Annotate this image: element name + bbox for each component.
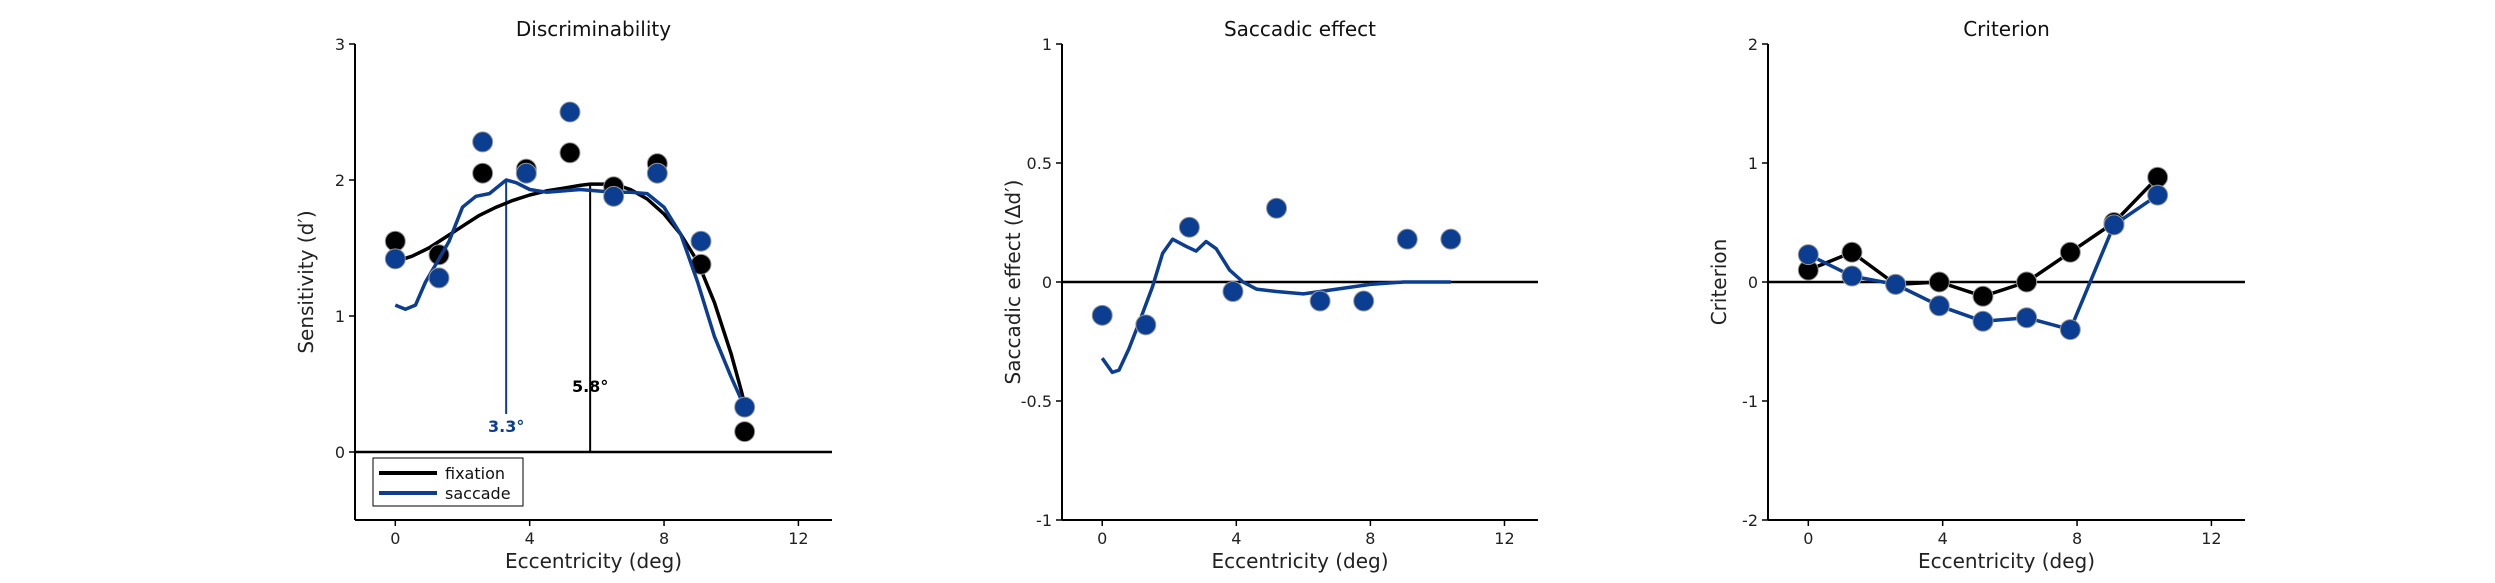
chart-2-saccade-point <box>1885 273 1907 295</box>
chart-2-y-tick-label: 0 <box>1748 273 1758 292</box>
chart-0-x-tick-label: 8 <box>659 529 669 548</box>
chart-0-title: Discriminability <box>516 17 671 41</box>
chart-2-x-tick-label: 12 <box>2201 529 2221 548</box>
chart-1-saccade-point <box>1309 290 1331 312</box>
chart-2-y-tick-label: 2 <box>1748 35 1758 54</box>
chart-0-y-tick-label: 3 <box>335 35 345 54</box>
chart-0-y-tick-label: 1 <box>335 307 345 326</box>
chart-0-legend-box <box>372 457 524 507</box>
chart-0-annotation-label: 5.8° <box>572 377 608 396</box>
chart-1-saccade-point <box>1091 304 1113 326</box>
chart-1-y-tick-label: -0.5 <box>1021 392 1052 411</box>
chart-1-saccade-point <box>1135 314 1157 336</box>
chart-1-saccade-point <box>1222 281 1244 303</box>
chart-2-saccade-point <box>2147 184 2169 206</box>
chart-2-x-tick-label: 4 <box>1938 529 1948 548</box>
chart-2-saccade-point <box>1972 310 1994 332</box>
chart-2-x-tick-label: 8 <box>2072 529 2082 548</box>
chart-2-saccade-line <box>1807 193 2159 332</box>
chart-2-x-label: Eccentricity (deg) <box>1918 549 2095 573</box>
chart-0-saccade-fit-curve <box>394 178 747 408</box>
chart-0-annotation-label: 3.3° <box>488 417 524 436</box>
chart-0-saccade-point <box>384 248 406 270</box>
chart-0-saccade-point <box>734 396 756 418</box>
chart-0-saccade-point <box>515 162 537 184</box>
chart-0-y-label: Sensitivity (d′) <box>294 210 318 353</box>
chart-2-title: Criterion <box>1963 17 2050 41</box>
chart-2-fixation-point <box>2059 241 2081 263</box>
chart-0-saccade-point <box>559 101 581 123</box>
chart-0-saccade-point <box>428 267 450 289</box>
chart-2-y-tick-label: -1 <box>1742 392 1758 411</box>
chart-2-saccade-point <box>2016 307 2038 329</box>
chart-0-fixation-point <box>559 142 581 164</box>
chart-0-saccade-point <box>646 162 668 184</box>
chart-0-fixation-point <box>472 162 494 184</box>
chart-2-x-tick-label: 0 <box>1803 529 1813 548</box>
chart-2-saccade-point <box>1841 265 1863 287</box>
chart-0-x-tick-label: 0 <box>390 529 400 548</box>
chart-1-x-tick-label: 12 <box>1494 529 1514 548</box>
panel-saccadic-effect: Saccadic effect 0 4 8 12 -1 -0.5 0 0.5 1 Eccentric… <box>1001 17 1538 573</box>
chart-0-saccade-point <box>472 131 494 153</box>
chart-2-y-tick-label: -2 <box>1742 511 1758 530</box>
chart-2-fixation-point <box>2147 166 2169 188</box>
chart-0-fixation-fit-curve <box>394 182 747 405</box>
chart-0-x-label: Eccentricity (deg) <box>505 549 682 573</box>
chart-0-fixation-point <box>734 421 756 443</box>
chart-1-y-tick-label: 1 <box>1042 35 1052 54</box>
chart-0-saccade-point <box>603 185 625 207</box>
chart-0-y-tick-label: 0 <box>335 443 345 462</box>
chart-0-saccade-point <box>690 230 712 252</box>
chart-1-x-tick-label: 4 <box>1231 529 1241 548</box>
chart-0-legend-label-saccade: saccade <box>445 484 511 503</box>
chart-1-saccade-point <box>1353 290 1375 312</box>
chart-0-x-tick-label: 12 <box>788 529 808 548</box>
chart-2-y-tick-label: 1 <box>1748 154 1758 173</box>
chart-0-y-tick-label: 2 <box>335 171 345 190</box>
chart-1-x-label: Eccentricity (deg) <box>1211 549 1388 573</box>
chart-1-saccade-fit-curve <box>1100 237 1451 375</box>
chart-1-y-tick-label: 0.5 <box>1027 154 1052 173</box>
chart-1-y-label: Saccadic effect (Δd′) <box>1001 180 1025 385</box>
chart-1-saccade-point <box>1396 228 1418 250</box>
chart-2-saccade-point <box>2059 319 2081 341</box>
chart-2-fixation-point <box>1928 271 1950 293</box>
chart-2-fixation-point <box>1841 241 1863 263</box>
chart-1-saccade-point <box>1266 197 1288 219</box>
chart-2-saccade-point <box>2103 214 2125 236</box>
chart-1-x-tick-label: 0 <box>1097 529 1107 548</box>
chart-1-saccade-point <box>1440 228 1462 250</box>
chart-0-fixation-point <box>384 230 406 252</box>
chart-1-y-tick-label: -1 <box>1036 511 1052 530</box>
chart-0-legend-label-fixation: fixation <box>445 464 505 483</box>
chart-2-saccade-point <box>1928 295 1950 317</box>
chart-2-fixation-point <box>1972 285 1994 307</box>
chart-2-saccade-point <box>1797 244 1819 266</box>
chart-2-fixation-point <box>2016 271 2038 293</box>
chart-1-saccade-point <box>1178 216 1200 238</box>
chart-1-y-tick-label: 0 <box>1042 273 1052 292</box>
chart-1-x-tick-label: 8 <box>1365 529 1375 548</box>
chart-1-title: Saccadic effect <box>1224 17 1376 41</box>
chart-2-y-label: Criterion <box>1707 239 1731 326</box>
chart-0-x-tick-label: 4 <box>525 529 535 548</box>
